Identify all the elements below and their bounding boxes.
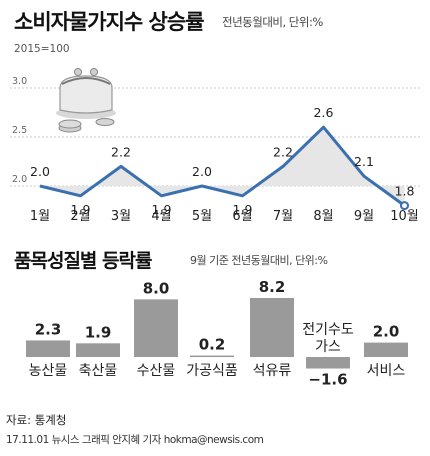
bar-value-label: 2.0 bbox=[373, 323, 400, 341]
line-chart-subtitle: 전년동월대비, 단위:% bbox=[222, 15, 323, 29]
line-data-label: 2.2 bbox=[111, 144, 131, 159]
y-tick-label: 2.5 bbox=[12, 125, 27, 136]
line-data-label: 1.9 bbox=[152, 202, 172, 217]
source-note: 자료: 통계청 bbox=[6, 413, 67, 427]
bar-category-label: 서비스 bbox=[367, 363, 406, 379]
line-data-label: 2.0 bbox=[30, 164, 50, 179]
line-data-label: 1.9 bbox=[71, 202, 91, 217]
bar-category-label: 농산물 bbox=[29, 363, 68, 379]
line-chart: 3.0 2.5 2.0 2.0 1.9 2.2 1.9 2.0 1.9 2.2 2.6 2.1 1.8… bbox=[10, 68, 420, 224]
x-tick-label: 8월 bbox=[313, 209, 333, 224]
bar bbox=[364, 342, 408, 357]
line-data-label: 2.2 bbox=[273, 144, 293, 159]
line-data-label: 1.9 bbox=[233, 202, 253, 217]
bar bbox=[76, 343, 120, 357]
line-chart-area bbox=[40, 127, 405, 206]
bar-category-label: 석유류 bbox=[253, 363, 292, 379]
line-chart-title: 소비자물가지수 상승률 bbox=[14, 10, 205, 34]
bar-category-label: 축산물 bbox=[79, 363, 118, 379]
coin-purse-icon bbox=[56, 68, 116, 133]
credit-line: 17.11.01 뉴시스 그래픽 안지혜 기자 hokma@newsis.com bbox=[6, 434, 264, 446]
bar-category-label: 전기수도 bbox=[302, 322, 354, 338]
bar-chart-marks: 2.3 농산물 1.9 축산물 8.0 수산물 0.2 가공식품 8.2 석유류 −1.6 전기수도가… bbox=[26, 278, 408, 389]
x-tick-label: 7월 bbox=[273, 209, 293, 224]
bar-chart: 2.3 농산물 1.9 축산물 8.0 수산물 0.2 가공식품 8.2 석유류 −1.6 전기수도가… bbox=[26, 278, 408, 389]
bar-value-label: 1.9 bbox=[85, 323, 112, 341]
bar bbox=[26, 340, 70, 357]
bar-category-label: 수산물 bbox=[137, 363, 176, 379]
bar-value-label: 2.3 bbox=[35, 320, 62, 338]
x-tick-label: 4월 bbox=[151, 209, 171, 224]
bar-chart-title: 품목성질별 등락률 bbox=[14, 250, 152, 272]
x-tick-label: 3월 bbox=[111, 209, 131, 224]
line-data-label: 1.8 bbox=[395, 184, 415, 199]
bar bbox=[306, 357, 350, 369]
x-tick-label: 1월 bbox=[30, 209, 50, 224]
bar bbox=[250, 297, 294, 357]
bar-category-label: 가공식품 bbox=[186, 363, 238, 379]
line-data-label: 2.0 bbox=[192, 164, 212, 179]
bar-value-label: 0.2 bbox=[199, 336, 226, 354]
bar-value-label: −1.6 bbox=[308, 371, 347, 389]
x-tick-label: 2월 bbox=[70, 209, 90, 224]
bar-value-label: 8.2 bbox=[259, 278, 286, 296]
x-tick-label: 9월 bbox=[354, 209, 374, 224]
y-tick-label: 2.0 bbox=[12, 174, 27, 185]
line-end-point bbox=[400, 201, 409, 211]
line-chart-marks: 2.0 1.9 2.2 1.9 2.0 1.9 2.2 2.6 2.1 1.8 1월 2월 3월 4월 5월… bbox=[30, 105, 419, 224]
bar bbox=[190, 355, 234, 358]
line-chart-series-line bbox=[39, 125, 406, 207]
line-data-label: 2.1 bbox=[354, 154, 374, 169]
line-data-label: 2.6 bbox=[314, 105, 334, 120]
x-tick-label: 5월 bbox=[192, 209, 212, 224]
x-tick-label: 10월 bbox=[390, 209, 419, 224]
bar-value-label: 8.0 bbox=[143, 279, 170, 297]
bar-category-label: 가스 bbox=[315, 339, 341, 355]
y-tick-label: 3.0 bbox=[12, 76, 27, 87]
base-year-note: 2015=100 bbox=[14, 43, 70, 55]
bar-chart-subtitle: 9월 기준 전년동월대비, 단위:% bbox=[190, 254, 328, 267]
x-tick-label: 6월 bbox=[232, 209, 252, 224]
bar bbox=[134, 299, 178, 357]
